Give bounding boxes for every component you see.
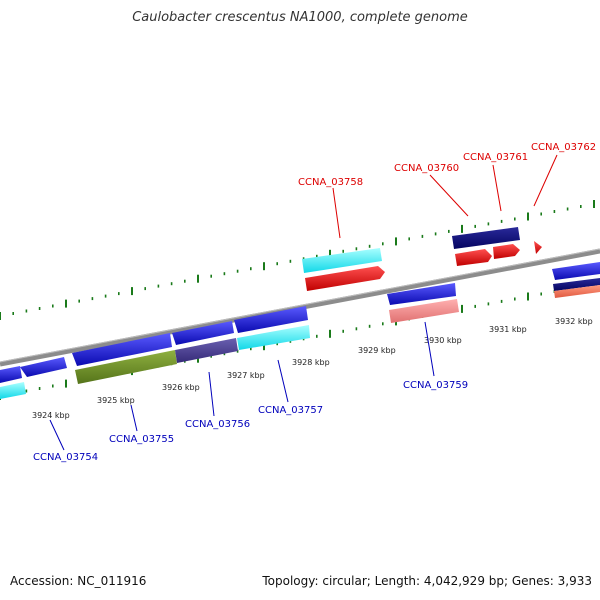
cds-feature[interactable] — [237, 325, 310, 350]
cds-feature[interactable] — [0, 382, 26, 399]
gene-features — [0, 227, 600, 399]
gene-label-ccna-03759[interactable]: CCNA_03759 — [403, 380, 468, 391]
gene-label-ccna-03762[interactable]: CCNA_03762 — [531, 142, 596, 153]
scale-label: 3931 kbp — [489, 325, 527, 334]
cds-feature[interactable] — [0, 366, 22, 383]
cds-feature[interactable] — [175, 338, 238, 363]
scale-label: 3924 kbp — [32, 411, 70, 420]
gene-label-ccna-03758[interactable]: CCNA_03758 — [298, 177, 363, 188]
scale-label: 3932 kbp — [555, 317, 593, 326]
cds-feature[interactable] — [172, 321, 234, 345]
scale-ticks-top — [0, 200, 595, 320]
cds-feature[interactable] — [389, 299, 459, 323]
scale-label: 3930 kbp — [424, 336, 462, 345]
gene-label-ccna-03755[interactable]: CCNA_03755 — [109, 434, 174, 445]
connector-line — [332, 187, 341, 239]
scale-label: 3927 kbp — [227, 371, 265, 380]
cds-feature[interactable] — [553, 278, 600, 291]
label-connectors — [49, 154, 558, 451]
cds-feature[interactable] — [234, 306, 308, 333]
cds-feature[interactable] — [493, 244, 520, 259]
scale-label: 3928 kbp — [292, 358, 330, 367]
connector-line — [130, 404, 138, 432]
gene-labels: CCNA_03754 CCNA_03755 CCNA_03756 CCNA_03… — [33, 142, 596, 463]
gene-label-ccna-03757[interactable]: CCNA_03757 — [258, 405, 323, 416]
cds-feature[interactable] — [305, 266, 385, 291]
scale-labels: 3924 kbp 3925 kbp 3926 kbp 3927 kbp 3928… — [32, 317, 593, 420]
cds-feature[interactable] — [452, 227, 520, 249]
gene-label-ccna-03756[interactable]: CCNA_03756 — [185, 419, 250, 430]
map-title: Caulobacter crescentus NA1000, complete … — [132, 10, 468, 25]
accession-text: Accession: NC_011916 — [10, 574, 147, 588]
scale-label: 3926 kbp — [162, 383, 200, 392]
connector-line — [533, 154, 558, 207]
cds-feature[interactable] — [387, 283, 456, 305]
scale-label: 3925 kbp — [97, 396, 135, 405]
genome-stats-text: Topology: circular; Length: 4,042,929 bp… — [262, 574, 592, 588]
cds-feature[interactable] — [302, 248, 382, 273]
connector-line — [208, 371, 215, 417]
connector-line — [49, 419, 65, 451]
cds-feature[interactable] — [20, 357, 67, 377]
sequence-backbone-highlight — [0, 248, 600, 363]
cds-feature[interactable] — [72, 333, 172, 366]
cds-feature[interactable] — [75, 350, 177, 384]
gene-label-ccna-03761[interactable]: CCNA_03761 — [463, 152, 528, 163]
cds-feature[interactable] — [552, 262, 600, 280]
cds-feature[interactable] — [554, 285, 600, 298]
connector-line — [424, 321, 435, 377]
cds-feature[interactable] — [534, 241, 542, 254]
connector-line — [429, 174, 469, 217]
gene-label-ccna-03754[interactable]: CCNA_03754 — [33, 452, 98, 463]
gene-label-ccna-03760[interactable]: CCNA_03760 — [394, 163, 459, 174]
connector-line — [492, 164, 502, 212]
connector-line — [277, 359, 289, 403]
cds-feature[interactable] — [455, 249, 492, 266]
scale-label: 3929 kbp — [358, 346, 396, 355]
